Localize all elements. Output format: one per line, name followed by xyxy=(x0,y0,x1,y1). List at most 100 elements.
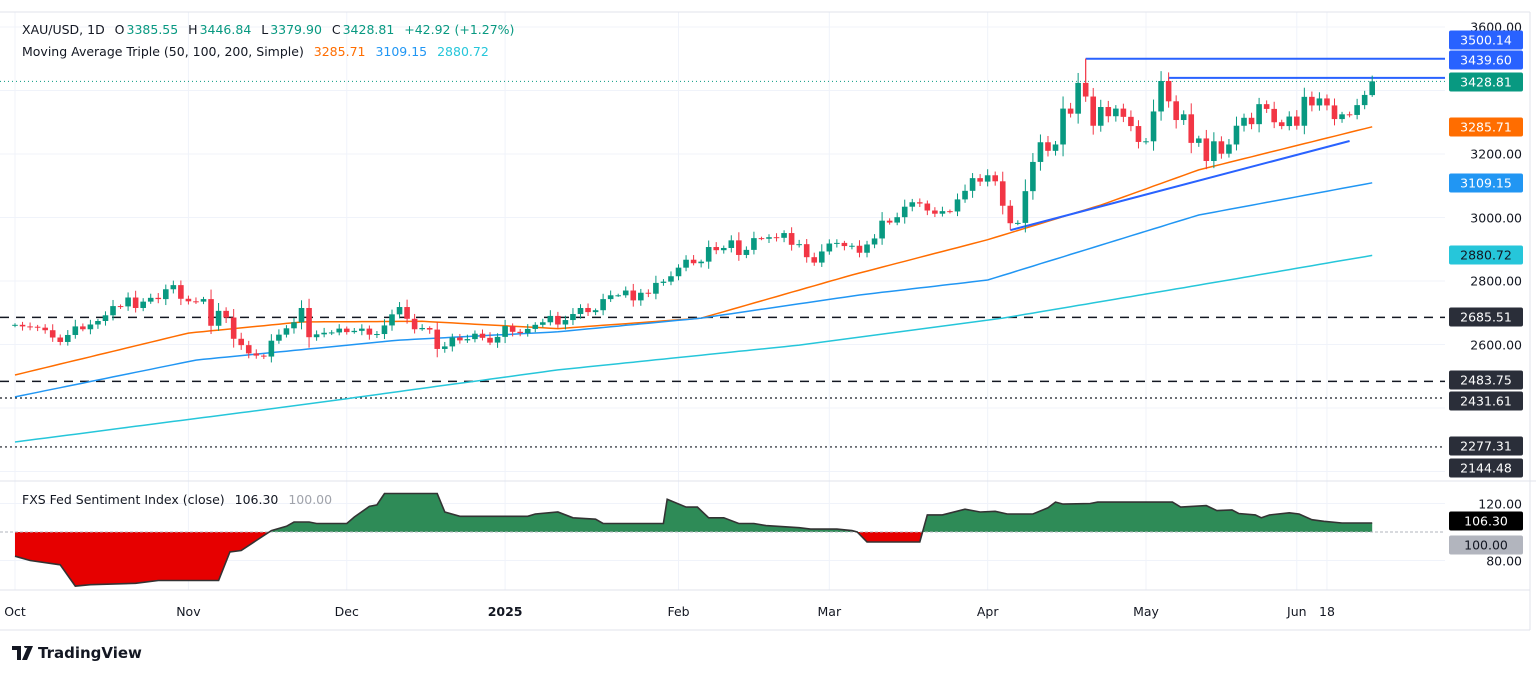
candle-body xyxy=(1060,108,1066,145)
candle-body xyxy=(1361,94,1368,106)
candle-body xyxy=(1241,117,1247,126)
candle-body xyxy=(494,336,501,343)
candle-body xyxy=(864,244,870,253)
price-tick: 2800.00 xyxy=(1470,273,1522,289)
time-tick: May xyxy=(1133,604,1159,619)
time-tick: 2025 xyxy=(487,604,523,619)
brand-name: TradingView xyxy=(38,644,142,662)
candle-body xyxy=(1301,96,1308,126)
candle-body xyxy=(1278,122,1285,127)
candle-body xyxy=(359,328,365,331)
candle-body xyxy=(1369,81,1375,96)
candle-body xyxy=(72,326,79,335)
candle-body xyxy=(1218,141,1225,154)
ma200-value: 2880.72 xyxy=(437,44,489,59)
candle-body xyxy=(12,324,18,326)
symbol-legend: XAU/USD, 1D O 3385.55 H 3446.84 L 3379.90 C… xyxy=(22,22,516,37)
candle-body xyxy=(1105,107,1112,117)
candle-body xyxy=(924,203,931,211)
candle-body xyxy=(1165,80,1172,102)
candle-body xyxy=(932,210,938,214)
candle-body xyxy=(125,297,131,307)
candle-body xyxy=(638,292,644,301)
sentiment-positive-area xyxy=(15,493,1373,532)
candle-body xyxy=(690,259,697,264)
indicator-tick: 120.00 xyxy=(1478,496,1522,511)
candle-body xyxy=(261,355,267,357)
candle-body xyxy=(1354,105,1360,115)
candle-body xyxy=(336,328,343,333)
candle-body xyxy=(607,295,614,300)
candle-body xyxy=(479,333,486,338)
candle-body xyxy=(366,328,373,335)
candle-body xyxy=(645,292,652,294)
candle-body xyxy=(434,329,441,349)
candle-body xyxy=(1195,138,1202,143)
candle-body xyxy=(1233,125,1240,145)
candle-body xyxy=(253,353,260,356)
candle-body xyxy=(1294,116,1300,126)
candle-body xyxy=(773,237,780,239)
change-value: +42.92 (+1.27%) xyxy=(404,22,515,37)
candle-body xyxy=(298,307,305,323)
candle-body xyxy=(49,330,56,338)
candle-body xyxy=(178,285,184,299)
candle-body xyxy=(909,202,916,207)
price-tick: 2600.00 xyxy=(1470,337,1522,352)
candle-body xyxy=(751,238,757,250)
open-label: O xyxy=(114,22,125,37)
price-tag-level: 3439.60 xyxy=(1449,50,1523,70)
candle-body xyxy=(947,211,953,213)
candle-body xyxy=(1150,111,1157,142)
candle-body xyxy=(1211,141,1217,161)
candle-body xyxy=(758,238,765,240)
candle-body xyxy=(1316,98,1323,106)
candle-body xyxy=(1158,80,1164,112)
candle-body xyxy=(1015,222,1021,224)
candle-body xyxy=(547,315,554,323)
candle-body xyxy=(1339,114,1345,120)
candle-body xyxy=(570,314,576,321)
candle-body xyxy=(1346,114,1353,116)
price-tag-hline: 2685.51 xyxy=(1449,307,1523,327)
candle-body xyxy=(977,178,983,182)
candle-body xyxy=(720,247,727,251)
candle-body xyxy=(230,317,237,339)
candle-body xyxy=(80,326,86,330)
high-value: 3446.84 xyxy=(199,22,252,37)
candle-body xyxy=(163,289,169,300)
candle-body xyxy=(343,328,350,333)
price-tag-hline: 2144.48 xyxy=(1449,458,1523,478)
candle-body xyxy=(64,334,71,342)
candle-body xyxy=(449,337,456,347)
close-label: C xyxy=(331,22,341,37)
candle-body xyxy=(796,244,802,246)
open-value: 3385.55 xyxy=(126,22,179,37)
candle-body xyxy=(200,299,207,302)
candle-body xyxy=(668,276,674,282)
indicator-title: FXS Fed Sentiment Index (close) xyxy=(22,492,225,507)
time-tick: Dec xyxy=(334,604,359,619)
price-tag-hline: 2483.75 xyxy=(1449,370,1523,390)
candle-body xyxy=(992,175,998,182)
candle-body xyxy=(1226,144,1232,154)
candle-body xyxy=(615,295,621,297)
candle-body xyxy=(517,331,523,334)
indicator-tick: 80.00 xyxy=(1486,553,1522,568)
candle-body xyxy=(223,310,229,318)
candle-body xyxy=(728,240,735,248)
candle-body xyxy=(1203,138,1210,161)
candle-body xyxy=(328,332,335,334)
candle-body xyxy=(532,324,539,329)
candle-body xyxy=(1067,108,1074,114)
low-label: L xyxy=(261,22,269,37)
ma100-value: 3109.15 xyxy=(375,44,428,59)
tradingview-logo[interactable]: TradingView xyxy=(12,644,142,662)
candle-body xyxy=(969,178,976,191)
candle-body xyxy=(675,267,682,277)
candle-body xyxy=(984,175,991,182)
candle-body xyxy=(441,346,448,349)
time-tick: 18 xyxy=(1319,604,1335,619)
candle-body xyxy=(268,340,275,357)
